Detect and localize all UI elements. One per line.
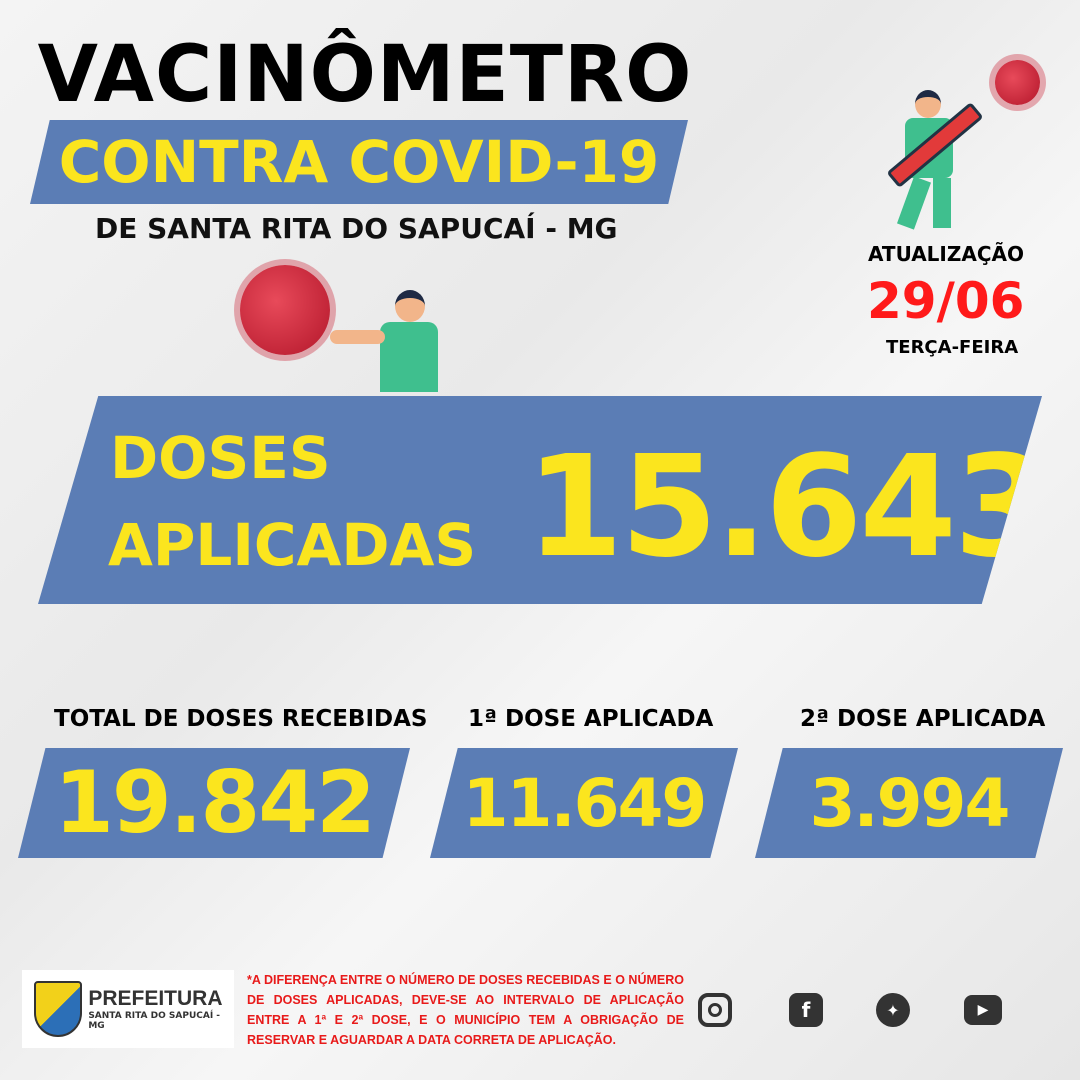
banner-text: CONTRA COVID-19 bbox=[58, 128, 660, 196]
stat-value-first-dose: 11.649 bbox=[462, 764, 708, 842]
youtube-icon[interactable]: ▶ bbox=[964, 995, 1002, 1025]
person-syringe-illustration bbox=[875, 90, 985, 230]
stat-received-panel: 19.842 bbox=[18, 748, 410, 858]
doses-label-line1: DOSES bbox=[110, 424, 331, 492]
footnote: *A DIFERENÇA ENTRE O NÚMERO DE DOSES REC… bbox=[247, 973, 684, 1047]
facebook-icon[interactable]: f bbox=[789, 993, 823, 1027]
person-punching-illustration bbox=[330, 290, 440, 392]
update-weekday: TERÇA-FEIRA bbox=[886, 337, 1019, 358]
doses-applied-panel: DOSES APLICADAS 15.643 bbox=[38, 396, 1042, 604]
virus-small-illustration bbox=[995, 60, 1040, 105]
prefeitura-logo: PREFEITURA SANTA RITA DO SAPUCAÍ - MG bbox=[22, 970, 234, 1048]
stat-value-received: 19.842 bbox=[54, 753, 376, 853]
banner: CONTRA COVID-19 bbox=[30, 120, 688, 204]
instagram-icon[interactable] bbox=[698, 993, 732, 1027]
coat-of-arms-icon bbox=[34, 981, 83, 1037]
stat-label-received: TOTAL DE DOSES RECEBIDAS bbox=[54, 706, 428, 732]
virus-illustration bbox=[240, 265, 330, 355]
page-title: VACINÔMETRO bbox=[37, 30, 693, 120]
update-label: ATUALIZAÇÃO bbox=[868, 242, 1024, 266]
stat-value-second-dose: 3.994 bbox=[809, 764, 1011, 842]
subtitle: DE SANTA RITA DO SAPUCAÍ - MG bbox=[95, 212, 618, 245]
doses-label-line2: APLICADAS bbox=[108, 511, 477, 579]
stat-first-dose-panel: 11.649 bbox=[430, 748, 738, 858]
doses-applied-value: 15.643 bbox=[526, 426, 1049, 589]
update-date: 29/06 bbox=[867, 272, 1025, 330]
logo-title: PREFEITURA bbox=[88, 987, 223, 1010]
logo-subtitle: SANTA RITA DO SAPUCAÍ - MG bbox=[88, 1011, 221, 1031]
stat-second-dose-panel: 3.994 bbox=[755, 748, 1063, 858]
twitter-icon[interactable]: ✦ bbox=[876, 993, 910, 1027]
stat-label-second-dose: 2ª DOSE APLICADA bbox=[800, 706, 1046, 732]
stat-label-first-dose: 1ª DOSE APLICADA bbox=[468, 706, 714, 732]
